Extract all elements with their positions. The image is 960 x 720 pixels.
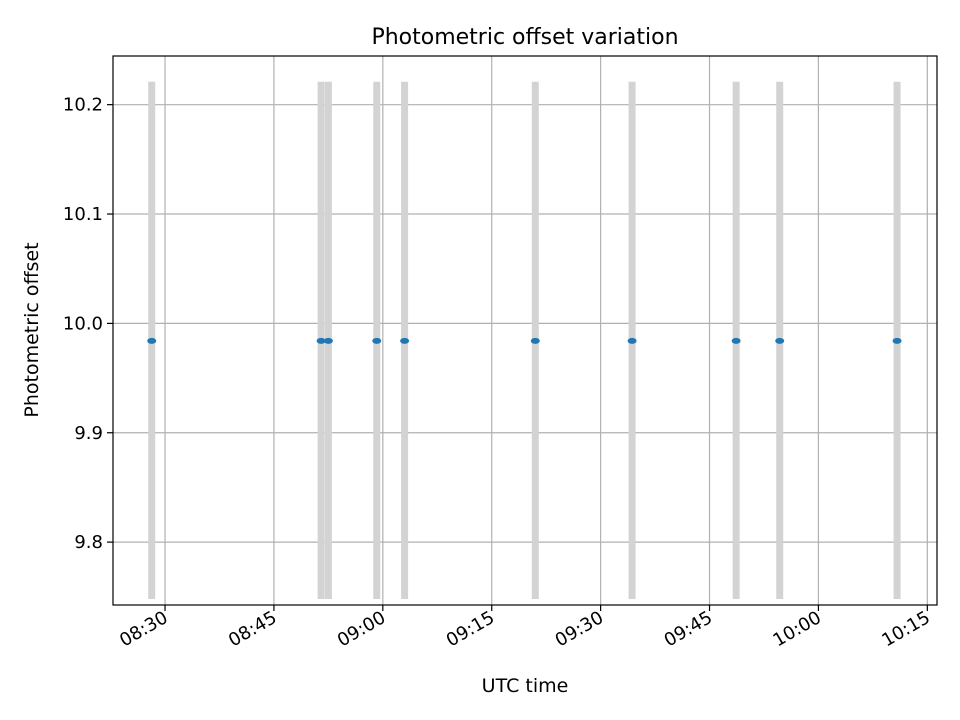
x-tick-label: 08:30 bbox=[116, 607, 171, 651]
y-tick-label: 10.2 bbox=[63, 95, 103, 116]
x-tick-label: 10:15 bbox=[878, 607, 933, 651]
y-tick-label: 9.9 bbox=[74, 423, 103, 444]
data-point bbox=[316, 337, 326, 344]
data-point bbox=[323, 337, 333, 344]
data-point bbox=[147, 337, 157, 344]
data-point bbox=[731, 337, 741, 344]
data-point bbox=[400, 337, 410, 344]
x-tick-label: 09:00 bbox=[334, 607, 389, 651]
y-tick-label: 10.0 bbox=[63, 313, 103, 334]
x-ticks: 08:30 08:45 09:00 09:15 09:30 09:45 10:00 10:15 bbox=[116, 605, 934, 651]
x-tick-label: 10:00 bbox=[769, 607, 824, 651]
plot-area bbox=[113, 56, 937, 605]
plot-frame bbox=[112, 55, 938, 606]
x-tick-label: 09:30 bbox=[552, 607, 607, 651]
data-point bbox=[775, 337, 785, 344]
x-tick-label: 09:15 bbox=[443, 607, 498, 651]
data-points bbox=[147, 337, 902, 344]
y-grid bbox=[113, 104, 937, 543]
x-axis-label: UTC time bbox=[482, 675, 569, 697]
data-point bbox=[892, 337, 902, 344]
y-ticks: 9.8 9.9 10.0 10.1 10.2 bbox=[63, 95, 113, 553]
data-point bbox=[530, 337, 540, 344]
y-tick-label: 10.1 bbox=[63, 204, 103, 225]
y-axis-label: Photometric offset bbox=[21, 242, 43, 417]
data-point bbox=[627, 337, 637, 344]
x-grid bbox=[164, 56, 928, 605]
x-tick-label: 08:45 bbox=[225, 607, 280, 651]
x-tick-label: 09:45 bbox=[661, 607, 716, 651]
y-tick-label: 9.8 bbox=[74, 532, 103, 553]
data-point bbox=[372, 337, 382, 344]
chart-title: Photometric offset variation bbox=[371, 25, 678, 50]
